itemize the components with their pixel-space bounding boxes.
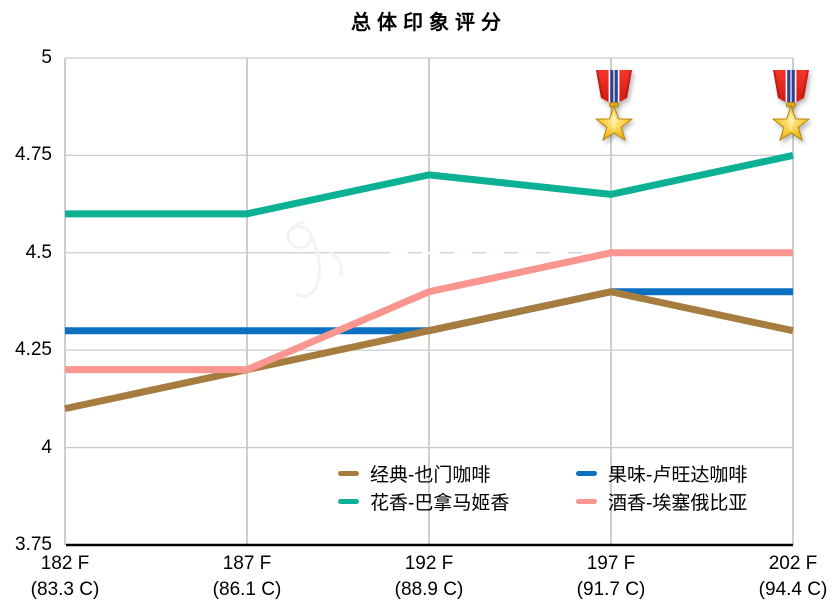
legend: 经典-也门咖啡 果味-卢旺达咖啡花香-巴拿马姬香 酒香-埃塞俄比亚 xyxy=(338,461,747,514)
x-tick-fahrenheit: 197 F xyxy=(586,553,636,574)
legend-swatch-icon xyxy=(338,499,359,504)
legend-item: 花香-巴拿马姬香 xyxy=(338,489,576,514)
legend-label: 果味-卢旺达咖啡 xyxy=(608,465,748,486)
legend-label: 经典-也门咖啡 xyxy=(370,465,491,486)
gold-medal-icon xyxy=(595,70,633,141)
x-axis-tick-label: 187 F (86.1 C) xyxy=(181,551,313,603)
x-tick-celsius: (83.3 C) xyxy=(30,579,100,600)
y-axis-tick-label: 4.25 xyxy=(15,339,52,361)
x-axis-tick-label: 182 F (83.3 C) xyxy=(0,551,131,603)
x-axis-tick-label: 202 F (94.4 C) xyxy=(727,551,836,603)
x-tick-fahrenheit: 182 F xyxy=(40,553,90,574)
legend-swatch-icon xyxy=(338,471,359,476)
y-axis-tick-label: 4.5 xyxy=(25,241,52,263)
x-tick-celsius: (94.4 C) xyxy=(758,579,828,600)
chart-title: 总体印象评分 xyxy=(351,12,507,34)
watermark xyxy=(286,220,790,298)
series-line xyxy=(65,151,794,218)
y-axis-tick-label: 3.75 xyxy=(15,534,52,555)
x-axis-tick-label: 192 F (88.9 C) xyxy=(363,551,495,603)
gold-medal-icon xyxy=(772,70,810,141)
legend-label: 酒香-埃塞俄比亚 xyxy=(608,493,748,514)
legend-swatch-icon xyxy=(576,471,597,476)
legend-item: 酒香-埃塞俄比亚 xyxy=(576,489,747,514)
x-tick-celsius: (88.9 C) xyxy=(394,579,464,600)
y-axis-tick-label: 5 xyxy=(41,47,52,68)
y-axis-tick-label: 4 xyxy=(41,436,52,458)
x-tick-fahrenheit: 187 F xyxy=(222,553,272,574)
series-line xyxy=(65,249,793,374)
legend-label: 花香-巴拿马姬香 xyxy=(370,493,510,514)
x-tick-celsius: (86.1 C) xyxy=(212,579,282,600)
y-axis-tick-label: 4.75 xyxy=(15,144,52,166)
x-tick-celsius: (91.7 C) xyxy=(576,579,646,600)
x-tick-fahrenheit: 202 F xyxy=(768,553,818,574)
legend-item: 果味-卢旺达咖啡 xyxy=(576,461,747,486)
x-axis-tick-label: 197 F (91.7 C) xyxy=(545,551,677,603)
x-tick-fahrenheit: 192 F xyxy=(404,553,454,574)
legend-item: 经典-也门咖啡 xyxy=(338,461,576,486)
legend-swatch-icon xyxy=(576,499,597,504)
series-line xyxy=(64,288,794,413)
